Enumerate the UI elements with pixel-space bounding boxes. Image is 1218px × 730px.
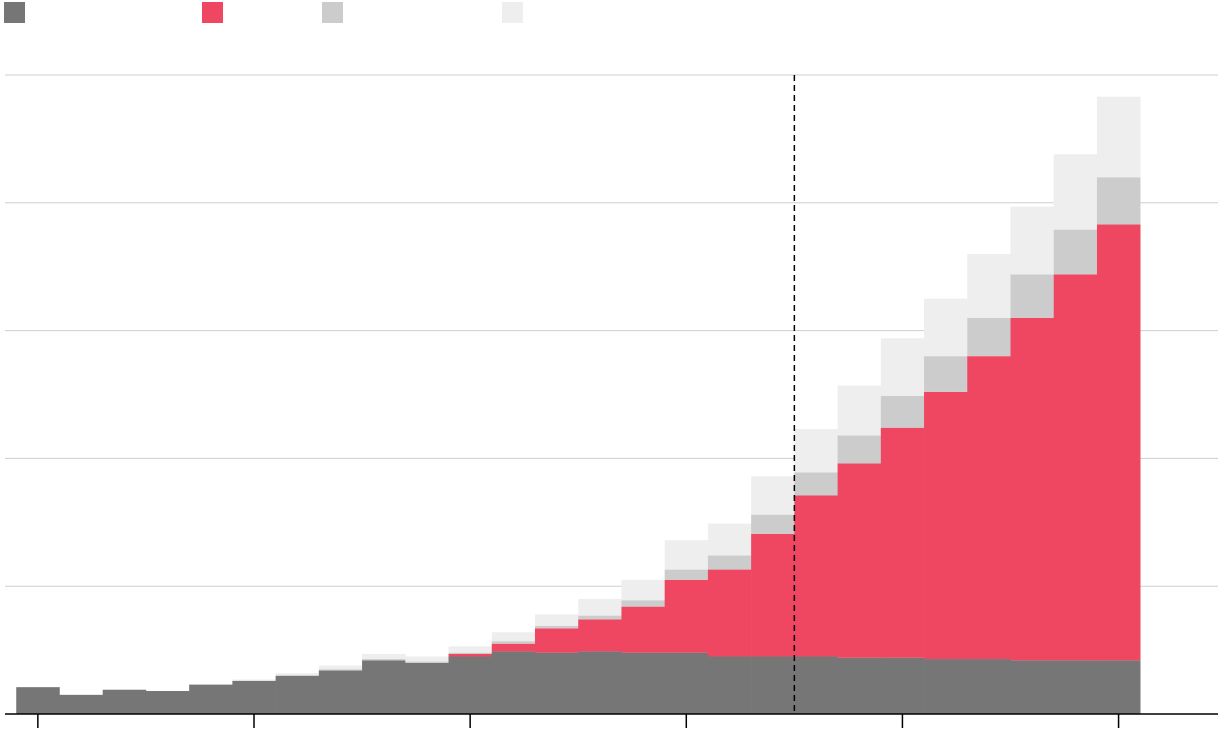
- bar-segment: [837, 385, 882, 436]
- bar-segment: [578, 615, 622, 620]
- bar-segment: [707, 569, 752, 657]
- bar-segment: [405, 661, 449, 663]
- bar-segment: [924, 391, 968, 660]
- bar-segment: [707, 656, 752, 714]
- bar-segment: [837, 463, 882, 658]
- bar-segment: [448, 652, 493, 654]
- bar-segment: [621, 600, 665, 607]
- bar-segment: [1096, 177, 1141, 225]
- bar-segment: [1053, 229, 1098, 275]
- bar-segment: [837, 435, 882, 464]
- bar-segment: [491, 651, 536, 714]
- bar-segment: [751, 514, 795, 534]
- bar-segment: [967, 253, 1011, 318]
- bar-segment: [967, 317, 1011, 357]
- bar-segment: [880, 427, 925, 658]
- bar-segment: [794, 472, 838, 496]
- bar-segment: [664, 540, 709, 570]
- bar-segment: [491, 643, 536, 652]
- bar-segment: [794, 429, 838, 473]
- bar-segment: [491, 632, 536, 642]
- bar-segment: [318, 669, 363, 671]
- legend-swatch: [4, 2, 25, 23]
- bar-segment: [924, 298, 968, 357]
- bar-segment: [534, 652, 579, 714]
- bar-segment: [362, 660, 406, 714]
- bar-segment: [1053, 660, 1098, 714]
- bar-segment: [1096, 660, 1141, 714]
- bar-segment: [794, 656, 838, 714]
- bar-segment: [578, 619, 622, 652]
- bar-segment: [102, 689, 147, 714]
- bar-segment: [880, 657, 925, 714]
- bar-segment: [275, 673, 320, 676]
- bar-segment: [189, 684, 233, 714]
- bar-segment: [1053, 274, 1098, 661]
- bar-segment: [664, 652, 709, 714]
- bar-segment: [967, 356, 1011, 660]
- legend-swatch: [322, 2, 343, 23]
- bar-segment: [491, 641, 536, 644]
- bar-segment: [924, 356, 968, 392]
- bar-segment: [880, 338, 925, 396]
- bar-segment: [59, 694, 103, 714]
- bar-segment: [664, 569, 709, 580]
- bar-segment: [16, 687, 60, 714]
- bar-segment: [880, 395, 925, 428]
- bar-segment: [707, 555, 752, 570]
- bar-segment: [794, 495, 838, 657]
- bar-segment: [621, 579, 665, 601]
- bar-segment: [534, 625, 579, 629]
- bar-segment: [448, 656, 493, 714]
- bar-segment: [837, 657, 882, 714]
- bar-segment: [232, 680, 276, 714]
- bar-segment: [707, 523, 752, 556]
- legend-swatch: [502, 2, 523, 23]
- bar-segment: [924, 659, 968, 714]
- bar-segment: [362, 653, 406, 660]
- bar-segment: [362, 659, 406, 661]
- bar-segment: [578, 651, 622, 714]
- bar-segment: [1010, 206, 1055, 275]
- bar-segment: [405, 662, 449, 714]
- bar-segment: [145, 690, 190, 714]
- bar-segment: [405, 656, 449, 662]
- bar-segment: [751, 533, 795, 657]
- bar-segment: [1010, 317, 1055, 661]
- bar-segment: [1010, 660, 1055, 714]
- bar-segment: [751, 656, 795, 714]
- bar-segment: [751, 476, 795, 515]
- bar-segment: [232, 679, 276, 681]
- bar-segment: [534, 628, 579, 653]
- bar-segment: [1010, 274, 1055, 318]
- bar-segment: [1096, 96, 1141, 178]
- bar-segment: [1096, 224, 1141, 661]
- bar-segment: [275, 675, 320, 714]
- bar-segment: [664, 579, 709, 653]
- bar-segment: [1053, 154, 1098, 230]
- bar-segment: [621, 652, 665, 714]
- bar-segment: [578, 598, 622, 616]
- bar-segment: [967, 659, 1011, 714]
- bar-segment: [621, 606, 665, 653]
- bar-segment: [534, 614, 579, 626]
- bar-segment: [448, 653, 493, 657]
- bar-segment: [448, 646, 493, 653]
- bar-segment: [318, 670, 363, 714]
- legend-swatch: [202, 2, 223, 23]
- bar-segment: [318, 665, 363, 670]
